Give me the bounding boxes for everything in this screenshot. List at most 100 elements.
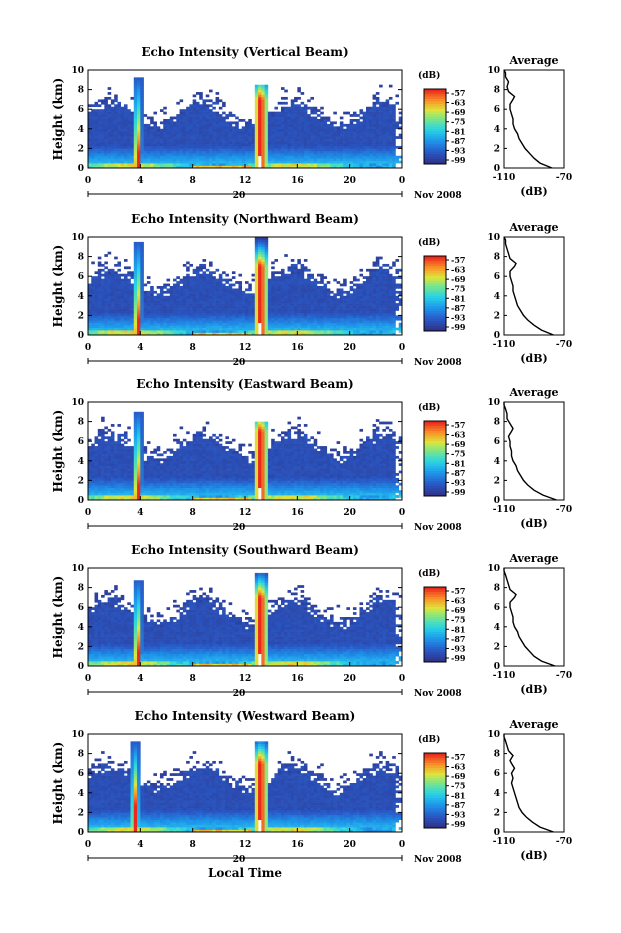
heatmap-cell bbox=[127, 320, 131, 323]
heatmap-cell bbox=[284, 313, 288, 316]
heatmap-cell bbox=[261, 139, 265, 142]
heatmap-cell bbox=[216, 126, 220, 129]
heatmap-cell bbox=[376, 139, 380, 142]
heatmap-cell bbox=[140, 303, 144, 306]
heatmap-cell bbox=[304, 330, 308, 333]
heatmap-cell bbox=[278, 163, 282, 166]
heatmap-cell bbox=[117, 112, 121, 115]
heatmap-cell bbox=[206, 148, 210, 151]
heatmap-cell bbox=[108, 291, 112, 294]
heatmap-cell bbox=[284, 301, 288, 304]
heatmap-cell bbox=[163, 286, 167, 289]
heatmap-cell bbox=[382, 284, 386, 287]
heatmap-cell bbox=[314, 330, 318, 333]
heatmap-cell bbox=[114, 136, 118, 139]
heatmap-cell bbox=[127, 139, 131, 142]
heatmap-cell bbox=[88, 490, 92, 493]
heatmap-cell bbox=[229, 313, 233, 316]
heatmap-cell bbox=[176, 129, 180, 132]
heatmap-cell bbox=[271, 298, 275, 301]
heatmap-cell bbox=[229, 293, 233, 296]
heatmap-cell bbox=[91, 476, 95, 479]
heatmap-cell bbox=[183, 303, 187, 306]
heatmap-cell bbox=[189, 136, 193, 139]
heatmap-cell bbox=[382, 148, 386, 151]
heatmap-cell bbox=[111, 279, 115, 282]
heatmap-cell bbox=[202, 293, 206, 296]
heatmap-cell bbox=[157, 330, 161, 333]
heatmap-cell bbox=[284, 254, 288, 257]
heatmap-cell bbox=[261, 95, 265, 98]
heatmap-cell bbox=[189, 158, 193, 161]
heatmap-cell bbox=[337, 153, 341, 156]
heatmap-cell bbox=[121, 114, 125, 117]
heatmap-cell bbox=[140, 313, 144, 316]
heatmap-cell bbox=[297, 129, 301, 132]
heatmap-cell bbox=[150, 303, 154, 306]
heatmap-cell bbox=[297, 97, 301, 100]
heatmap-cell bbox=[219, 274, 223, 277]
heatmap-cell bbox=[108, 325, 112, 328]
heatmap-cell bbox=[281, 102, 285, 105]
heatmap-cell bbox=[137, 286, 141, 289]
heatmap-cell bbox=[202, 291, 206, 294]
heatmap-cell bbox=[392, 114, 396, 117]
heatmap-cell bbox=[307, 288, 311, 291]
heatmap-cell bbox=[232, 158, 236, 161]
heatmap-cell bbox=[359, 318, 363, 321]
heatmap-cell bbox=[258, 291, 262, 294]
heatmap-cell bbox=[281, 97, 285, 100]
heatmap-cell bbox=[193, 153, 197, 156]
heatmap-cell bbox=[320, 134, 324, 137]
heatmap-cell bbox=[95, 313, 99, 316]
heatmap-cell bbox=[196, 151, 200, 154]
heatmap-cell bbox=[137, 279, 141, 282]
heatmap-cell bbox=[359, 134, 363, 137]
heatmap-cell bbox=[294, 308, 298, 311]
heatmap-cell bbox=[140, 124, 144, 127]
heatmap-cell bbox=[317, 286, 321, 289]
heatmap-cell bbox=[150, 129, 154, 132]
heatmap-cell bbox=[176, 293, 180, 296]
heatmap-cell bbox=[124, 276, 128, 279]
heatmap-cell bbox=[317, 158, 321, 161]
heatmap-cell bbox=[301, 323, 305, 326]
heatmap-cell bbox=[301, 328, 305, 331]
heatmap-cell bbox=[288, 330, 292, 333]
heatmap-cell bbox=[291, 121, 295, 124]
heatmap-cell bbox=[124, 114, 128, 117]
heatmap-cell bbox=[117, 109, 121, 112]
heatmap-cell bbox=[140, 151, 144, 154]
heatmap-cell bbox=[95, 134, 99, 137]
heatmap-cell bbox=[196, 114, 200, 117]
heatmap-cell bbox=[330, 146, 334, 149]
x-tick-label: 20 bbox=[343, 176, 356, 186]
heatmap-cell bbox=[245, 293, 249, 296]
heatmap-cell bbox=[229, 323, 233, 326]
heatmap-cell bbox=[114, 311, 118, 314]
heatmap-cell bbox=[209, 288, 213, 291]
heatmap-cell bbox=[196, 313, 200, 316]
heatmap-cell bbox=[314, 320, 318, 323]
heatmap-cell bbox=[278, 114, 282, 117]
heatmap-cell bbox=[340, 325, 344, 328]
heatmap-cell bbox=[144, 298, 148, 301]
heatmap-cell bbox=[261, 257, 265, 260]
heatmap-cell bbox=[111, 288, 115, 291]
heatmap-cell bbox=[137, 291, 141, 294]
heatmap-cell bbox=[376, 262, 380, 265]
heatmap-cell bbox=[140, 163, 144, 166]
heatmap-cell bbox=[258, 97, 262, 100]
heatmap-cell bbox=[307, 276, 311, 279]
heatmap-cell bbox=[160, 330, 164, 333]
heatmap-cell bbox=[255, 274, 259, 277]
heatmap-cell bbox=[350, 163, 354, 166]
x-tick-label: 16 bbox=[291, 343, 304, 353]
heatmap-cell bbox=[183, 121, 187, 124]
heatmap-cell bbox=[376, 109, 380, 112]
heatmap-cell bbox=[111, 109, 115, 112]
heatmap-cell bbox=[121, 112, 125, 115]
heatmap-cell bbox=[98, 126, 102, 129]
heatmap-cell bbox=[196, 136, 200, 139]
heatmap-cell bbox=[206, 286, 210, 289]
